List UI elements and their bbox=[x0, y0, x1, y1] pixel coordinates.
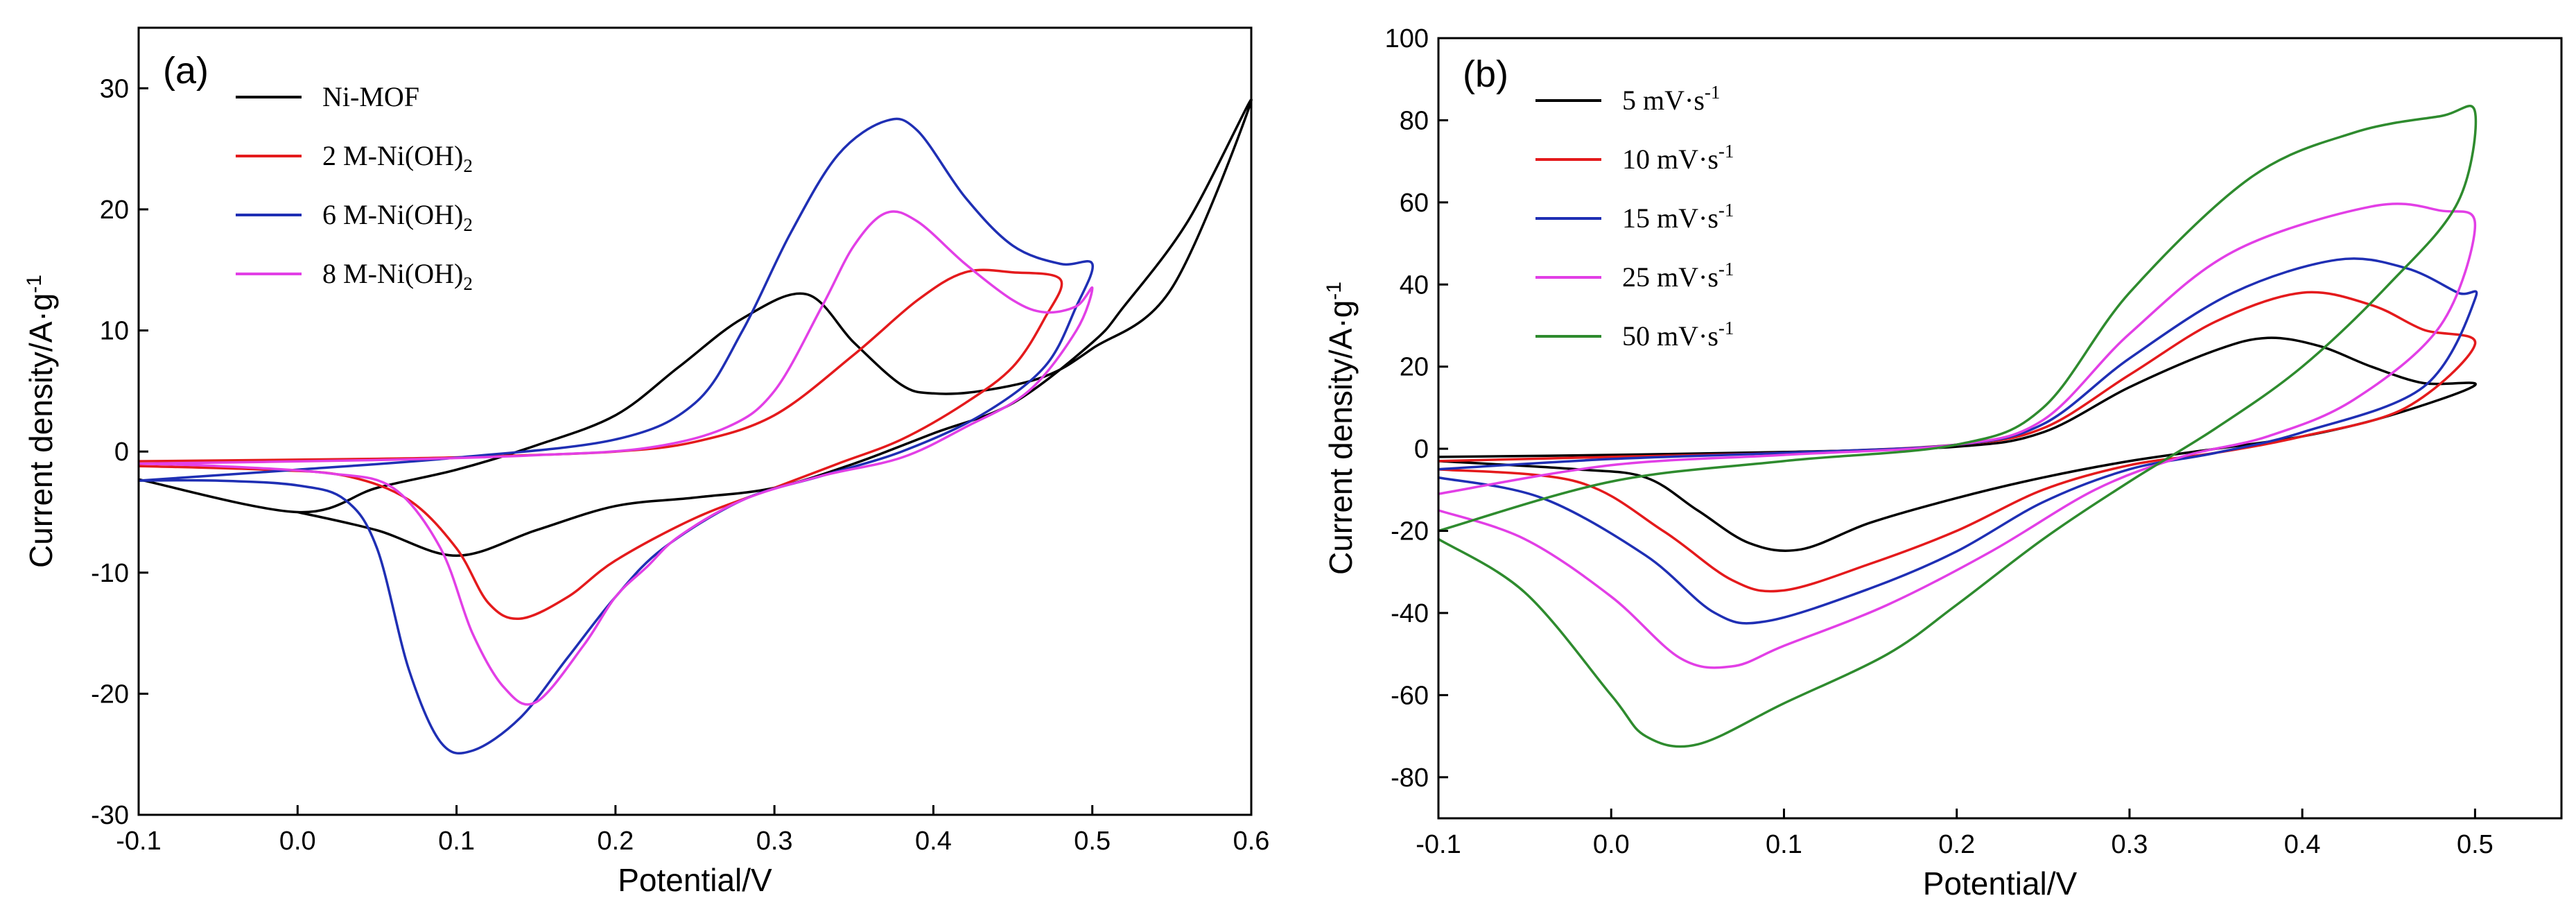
chart1-series-line-3 bbox=[138, 117, 1095, 755]
chart1-y-tick-label: -20 bbox=[91, 680, 129, 709]
chart2-y-tick-label: -20 bbox=[1391, 517, 1429, 546]
chart2-y-tick-label: 100 bbox=[1385, 24, 1429, 53]
chart1-y-axis-label: Current density/A·g-1 bbox=[23, 275, 59, 568]
chart2-y-tick-label: -60 bbox=[1391, 681, 1429, 710]
chart2-series-group bbox=[1438, 105, 2478, 748]
chart-panel-b: -0.1 0.0 0.1 0.2 0.3 0.4 0.5 -80 -60 -40 -20 0 20 40 6… bbox=[1323, 24, 2563, 902]
chart2-legend: 5 mV·s-1 10 mV·s-1 15 mV·s-1 25 mV·s-1 50 mV… bbox=[1535, 82, 1734, 352]
chart1-series-line-2 bbox=[138, 268, 1063, 620]
chart1-series-line-1 bbox=[138, 98, 1253, 558]
chart1-y-tick-label: 30 bbox=[100, 74, 129, 103]
chart2-y-tick-label: -80 bbox=[1391, 764, 1429, 793]
chart1-legend-label-3: 6 M-Ni(OH)2 bbox=[322, 199, 473, 235]
chart1-y-tick-label: -30 bbox=[91, 801, 129, 830]
chart2-legend-label-2: 10 mV·s-1 bbox=[1622, 141, 1734, 175]
chart1-series-group bbox=[138, 98, 1253, 755]
chart2-legend-label-3: 15 mV·s-1 bbox=[1622, 200, 1734, 234]
chart2-x-tick-label: 0.5 bbox=[2457, 830, 2494, 859]
chart1-series-line-4 bbox=[138, 210, 1094, 706]
chart1-y-tick-label: 20 bbox=[100, 196, 129, 225]
chart1-x-axis-label: Potential/V bbox=[618, 862, 772, 898]
chart2-y-tick-label: 40 bbox=[1400, 270, 1429, 300]
chart1-y-tick-label: 0 bbox=[114, 438, 129, 467]
chart2-legend-label-1: 5 mV·s-1 bbox=[1622, 82, 1720, 116]
chart2-x-tick-label: 0.4 bbox=[2284, 830, 2321, 859]
chart2-legend-label-4: 25 mV·s-1 bbox=[1622, 259, 1734, 293]
chart2-panel-label: (b) bbox=[1463, 53, 1508, 95]
chart1-x-tick-label: 0.6 bbox=[1233, 827, 1270, 856]
chart1-y-tick-label: -10 bbox=[91, 559, 129, 588]
chart2-y-tick-label: -40 bbox=[1391, 599, 1429, 628]
chart2-legend-label-5: 50 mV·s-1 bbox=[1622, 318, 1734, 352]
chart1-x-tick-label: -0.1 bbox=[116, 827, 161, 856]
chart1-legend-label-4: 8 M-Ni(OH)2 bbox=[322, 258, 473, 294]
chart1-legend: Ni-MOF 2 M-Ni(OH)2 6 M-Ni(OH)2 8 M-Ni(OH)2 bbox=[236, 81, 473, 294]
chart2-x-tick-label: 0.0 bbox=[1593, 830, 1630, 859]
chart2-x-axis-label: Potential/V bbox=[1923, 865, 2078, 902]
chart-panel-a: -0.1 0.0 0.1 0.2 0.3 0.4 0.5 0.6 -30 -20 -10 0 10 20 3… bbox=[23, 26, 1270, 898]
chart2-x-tick-label: -0.1 bbox=[1416, 830, 1461, 859]
chart2-y-tick-label: 60 bbox=[1400, 189, 1429, 218]
chart2-x-tick-label: 0.3 bbox=[2112, 830, 2148, 859]
chart2-y-axis-label: Current density/A·g-1 bbox=[1323, 282, 1359, 575]
chart1-x-tick-label: 0.2 bbox=[597, 827, 634, 856]
chart1-plot-frame bbox=[137, 26, 1253, 816]
chart2-y-tick-label: 0 bbox=[1414, 435, 1429, 464]
chart2-plot-frame bbox=[1437, 37, 2563, 820]
chart2-series-line-5 bbox=[1438, 105, 2478, 748]
chart1-legend-label-1: Ni-MOF bbox=[322, 81, 419, 112]
chart1-x-tick-label: 0.5 bbox=[1074, 827, 1111, 856]
chart1-x-tick-label: 0.0 bbox=[279, 827, 316, 856]
chart1-y-tick-label: 10 bbox=[100, 317, 129, 346]
chart2-y-tick-label: 20 bbox=[1400, 353, 1429, 382]
chart2-x-tick-label: 0.2 bbox=[1938, 830, 1975, 859]
chart1-x-tick-label: 0.3 bbox=[756, 827, 793, 856]
chart1-x-tick-label: 0.4 bbox=[915, 827, 952, 856]
chart2-x-tick-label: 0.1 bbox=[1766, 830, 1802, 859]
chart1-panel-label: (a) bbox=[163, 50, 209, 92]
chart1-legend-label-2: 2 M-Ni(OH)2 bbox=[322, 140, 473, 176]
chart2-series-line-4 bbox=[1438, 202, 2477, 669]
chart1-x-tick-label: 0.1 bbox=[438, 827, 475, 856]
chart2-y-tick-label: 80 bbox=[1400, 106, 1429, 135]
